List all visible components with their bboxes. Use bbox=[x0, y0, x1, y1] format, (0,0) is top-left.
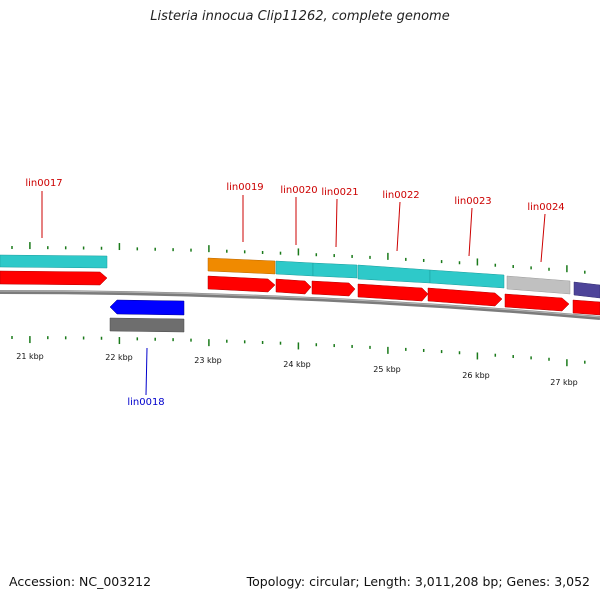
gene-label-lin0022[interactable]: lin0022 bbox=[382, 190, 419, 201]
gene-label-lin0024[interactable]: lin0024 bbox=[527, 202, 564, 213]
cds-arrow-lin0019[interactable] bbox=[207, 275, 276, 293]
tick-marks-top bbox=[11, 242, 586, 274]
scale-labels: 21 kbp 22 kbp 23 kbp 24 kbp 25 kbp 26 kb… bbox=[16, 352, 578, 387]
map-title: Listeria innocua Clip11262, complete gen… bbox=[150, 9, 450, 24]
accession-label: Accession: NC_003212 bbox=[9, 574, 152, 589]
cog-block-lin0022[interactable] bbox=[357, 264, 431, 284]
genome-summary-label: Topology: circular; Length: 3,011,208 bp… bbox=[246, 574, 590, 589]
cds-arrow-lin0021[interactable] bbox=[311, 280, 356, 297]
leader-lin0022 bbox=[396, 201, 401, 252]
gene-label-lin0018[interactable]: lin0018 bbox=[127, 397, 164, 408]
gene-label-lin0021[interactable]: lin0021 bbox=[321, 187, 358, 198]
cds-arrow-lin0025[interactable] bbox=[572, 299, 600, 316]
cog-block-lin0023[interactable] bbox=[429, 269, 505, 289]
cog-block-lin0021[interactable] bbox=[312, 262, 358, 279]
tick-marks-bottom bbox=[11, 336, 586, 367]
cds-arrow-lin0020[interactable] bbox=[275, 278, 312, 295]
gene-label-leaders bbox=[41, 191, 546, 396]
leader-lin0021 bbox=[335, 198, 338, 248]
gene-label-lin0019[interactable]: lin0019 bbox=[226, 182, 263, 193]
gene-label-lin0020[interactable]: lin0020 bbox=[280, 185, 317, 196]
scale-label-21kbp: 21 kbp bbox=[16, 352, 44, 361]
gene-label-lin0023[interactable]: lin0023 bbox=[454, 196, 491, 207]
scale-label-27kbp: 27 kbp bbox=[550, 378, 578, 387]
cog-block-lin0025[interactable] bbox=[573, 281, 600, 299]
cds-arrow-lin0023[interactable] bbox=[427, 287, 503, 307]
cds-arrow-lin0022[interactable] bbox=[357, 283, 429, 302]
genome-backbone bbox=[0, 290, 600, 320]
scale-label-23kbp: 23 kbp bbox=[194, 356, 222, 365]
leader-lin0023 bbox=[468, 207, 473, 257]
gene-label-lin0017[interactable]: lin0017 bbox=[25, 178, 62, 189]
leader-lin0024 bbox=[540, 213, 546, 263]
cog-block-lin0017[interactable] bbox=[0, 254, 108, 269]
scale-label-22kbp: 22 kbp bbox=[105, 353, 133, 362]
scale-label-24kbp: 24 kbp bbox=[283, 360, 311, 369]
cog-block-lin0019[interactable] bbox=[207, 257, 276, 275]
scale-label-25kbp: 25 kbp bbox=[373, 365, 401, 374]
leader-lin0018 bbox=[145, 347, 148, 396]
genome-backbone-highlight bbox=[0, 290, 600, 318]
cds-arrow-lin0018[interactable] bbox=[109, 299, 185, 316]
cds-arrow-lin0024[interactable] bbox=[504, 293, 570, 312]
cds-arrow-lin0017[interactable] bbox=[0, 270, 108, 286]
gene-labels: lin0017 lin0018 lin0019 lin0020 lin0021 … bbox=[25, 178, 564, 408]
scale-label-26kbp: 26 kbp bbox=[462, 371, 490, 380]
cog-block-lin0018[interactable] bbox=[109, 317, 185, 333]
cog-track bbox=[0, 254, 600, 333]
cds-track bbox=[0, 270, 600, 316]
cog-block-lin0020[interactable] bbox=[275, 260, 314, 277]
cog-block-lin0024[interactable] bbox=[506, 275, 571, 295]
